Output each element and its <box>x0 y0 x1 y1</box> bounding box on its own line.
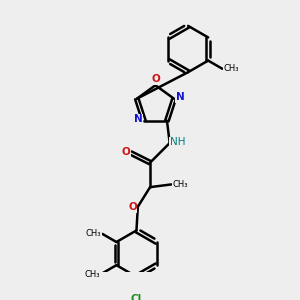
Text: O: O <box>151 74 160 84</box>
Text: CH₃: CH₃ <box>85 270 100 279</box>
Text: O: O <box>122 147 130 157</box>
Text: CH₃: CH₃ <box>86 229 101 238</box>
Text: CH₃: CH₃ <box>172 180 188 189</box>
Text: CH₃: CH₃ <box>223 64 239 73</box>
Text: NH: NH <box>169 137 185 147</box>
Text: Cl: Cl <box>131 294 142 300</box>
Text: O: O <box>128 202 137 212</box>
Text: N: N <box>134 114 142 124</box>
Text: N: N <box>176 92 184 102</box>
